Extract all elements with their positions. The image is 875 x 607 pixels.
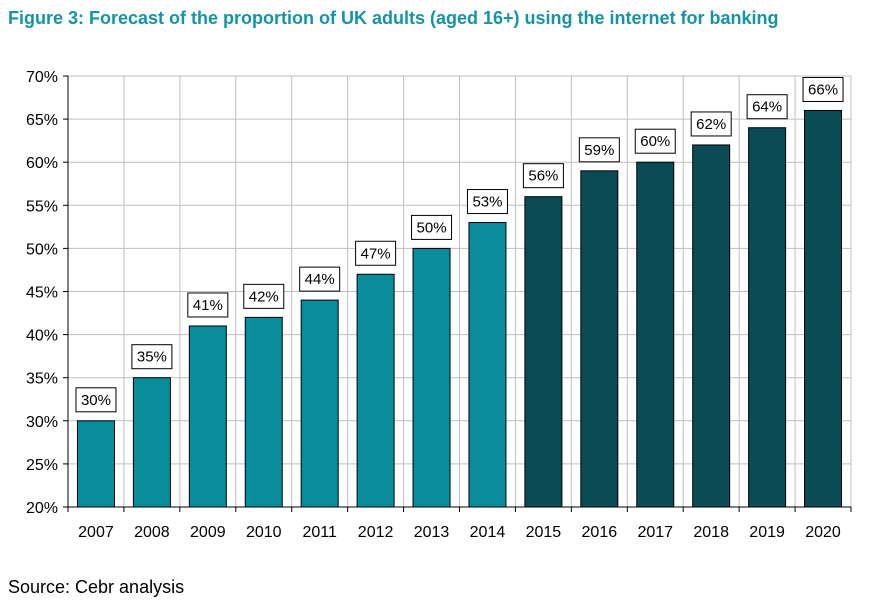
data-label-box <box>243 283 285 309</box>
data-label-box <box>522 163 564 189</box>
data-label: 62% <box>696 116 726 133</box>
data-label-box <box>411 214 453 240</box>
data-label: 35% <box>137 349 167 366</box>
source-note: Source: Cebr analysis <box>8 577 185 597</box>
bar-2008 <box>132 377 171 508</box>
axes: 20% 25% 30% 35% 40% 45% 50% 55% 60% 65% 70% 2007 200… <box>26 69 852 541</box>
data-label-box <box>299 266 341 292</box>
x-tick-label: 2013 <box>414 524 450 541</box>
y-tick-label: 45% <box>26 285 58 302</box>
y-tick-label: 65% <box>26 112 58 129</box>
bar-2020 <box>804 109 843 508</box>
y-tick-label: 55% <box>26 198 58 215</box>
data-label-box <box>690 111 732 137</box>
chart-title: Figure 3: Forecast of the proportion of … <box>8 8 779 28</box>
x-tick-label: 2011 <box>302 524 337 541</box>
data-label: 59% <box>584 142 614 159</box>
data-labels: 30% 35% 41% 42% 44% 47% 50% 53% 56% 59% 60% 62% 64% 6… <box>75 76 844 413</box>
bar-2007 <box>76 420 115 508</box>
data-label-box <box>746 94 788 120</box>
bar-2018 <box>692 144 731 508</box>
data-label-box <box>578 137 620 163</box>
bar-2016 <box>580 170 619 508</box>
y-tick-label: 50% <box>26 241 58 258</box>
data-label: 60% <box>640 133 670 150</box>
x-tick-label: 2016 <box>582 524 618 541</box>
bar-chart: 30% 35% 41% 42% 44% 47% 50% 53% 56% 59% 60% 62% 64% 6… <box>26 69 852 541</box>
bar-2013 <box>412 247 451 508</box>
data-label-box <box>131 344 173 370</box>
y-tick-label: 35% <box>26 371 58 388</box>
bar-2014 <box>468 222 507 508</box>
y-tick-label: 70% <box>26 69 58 86</box>
x-tick-label: 2020 <box>805 524 841 541</box>
data-label-box <box>355 240 397 266</box>
data-label: 64% <box>752 99 782 116</box>
x-tick-label: 2008 <box>134 524 170 541</box>
data-label-box <box>187 292 229 318</box>
y-tick-label: 40% <box>26 328 58 345</box>
bar-2012 <box>356 273 395 508</box>
x-tick-label: 2015 <box>526 524 562 541</box>
bar-2010 <box>244 316 283 508</box>
y-tick-label: 60% <box>26 155 58 172</box>
x-tick-label: 2019 <box>749 524 785 541</box>
x-tick-label: 2017 <box>637 524 673 541</box>
data-label: 50% <box>417 219 447 236</box>
x-tick-label: 2012 <box>358 524 394 541</box>
data-label: 47% <box>361 245 391 262</box>
gridlines <box>67 75 852 508</box>
y-tick-label: 20% <box>26 500 58 517</box>
bar-2009 <box>188 325 227 508</box>
data-label-box <box>634 128 676 154</box>
bar-2017 <box>636 161 675 508</box>
data-label-box <box>802 76 844 102</box>
data-label: 66% <box>808 81 838 98</box>
bar-2019 <box>748 127 787 508</box>
x-tick-label: 2010 <box>246 524 282 541</box>
x-tick-label: 2007 <box>78 524 114 541</box>
bar-2015 <box>524 196 563 508</box>
x-tick-label: 2014 <box>470 524 506 541</box>
bars <box>76 109 843 508</box>
data-label: 44% <box>305 271 335 288</box>
data-label: 42% <box>249 288 279 305</box>
y-tick-label: 25% <box>26 457 58 474</box>
data-label: 53% <box>472 194 502 211</box>
data-label-box <box>75 387 117 413</box>
bar-2011 <box>300 299 339 508</box>
data-label-box <box>466 189 508 215</box>
data-label: 41% <box>193 297 223 314</box>
x-tick-label: 2018 <box>693 524 729 541</box>
x-tick-label: 2009 <box>190 524 226 541</box>
y-tick-label: 30% <box>26 414 58 431</box>
data-label: 30% <box>81 392 111 409</box>
data-label: 56% <box>528 168 558 185</box>
